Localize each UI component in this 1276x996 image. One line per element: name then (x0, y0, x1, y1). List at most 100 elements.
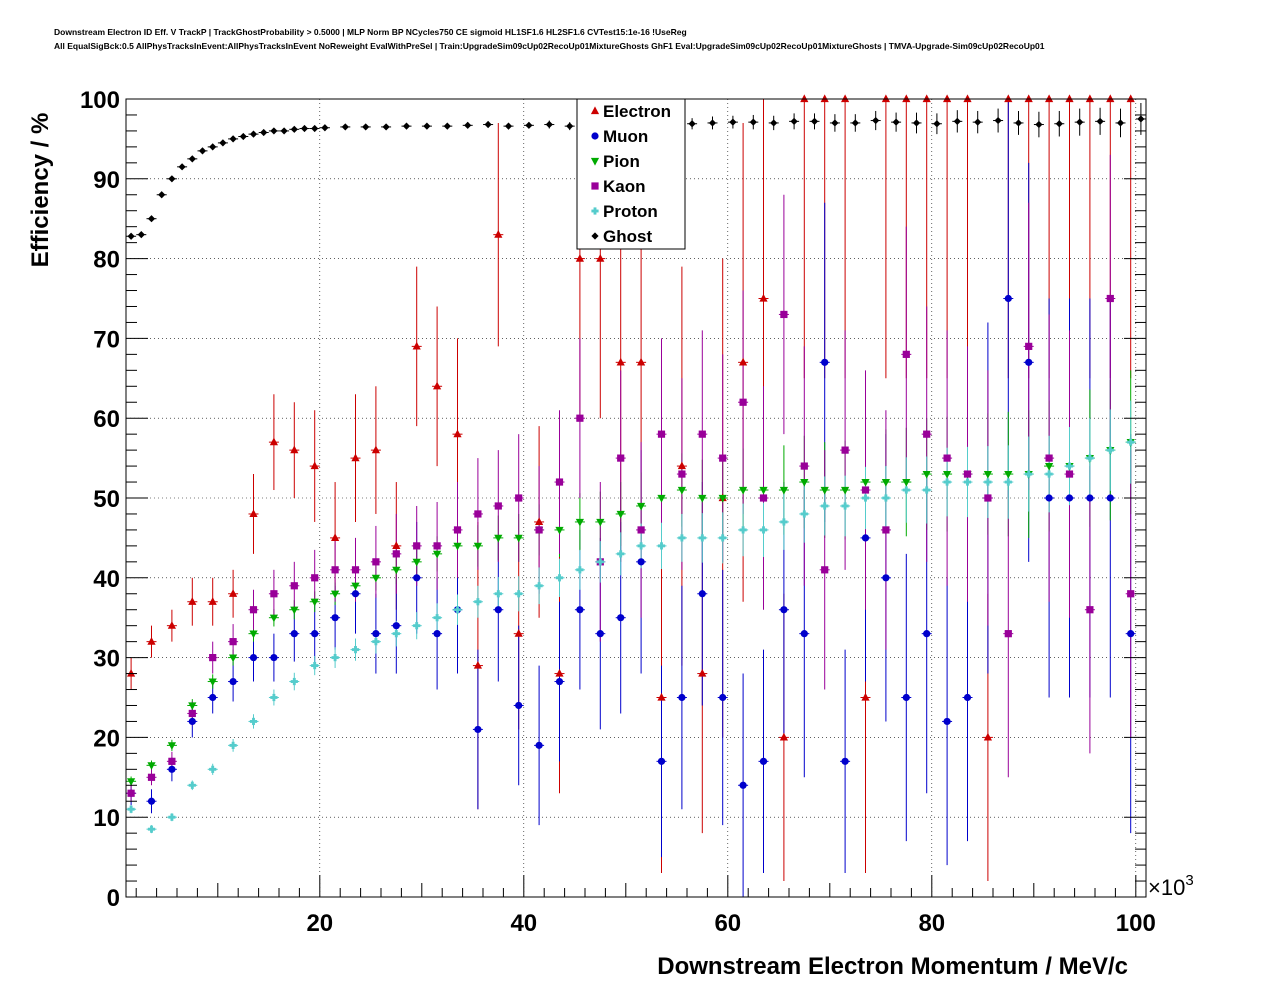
muon-point (1025, 358, 1033, 366)
pion-point (596, 518, 605, 527)
proton-point-v (374, 638, 378, 646)
legend-marker-proton-v (593, 207, 597, 215)
proton-point-v (966, 478, 969, 486)
pion-point (677, 486, 686, 495)
electron-point (127, 668, 136, 677)
pion-point (351, 582, 360, 591)
ghost-point (688, 120, 696, 128)
proton-point (698, 534, 706, 542)
muon-point (780, 606, 788, 614)
proton-point-v (945, 478, 949, 486)
ghost-point (280, 127, 288, 135)
proton-point-v (1108, 446, 1112, 454)
electron-point (841, 94, 850, 103)
proton-point-v (986, 478, 990, 486)
electron-point (392, 541, 401, 549)
proton-point (800, 510, 808, 518)
ghost-point (311, 124, 319, 133)
ghost-point (137, 231, 145, 239)
kaon-point (515, 494, 523, 502)
proton-point-v (884, 494, 888, 502)
kaon-point (555, 478, 564, 486)
proton-point-v (129, 805, 133, 813)
muon-point (392, 622, 400, 630)
proton-point (372, 638, 380, 646)
legend-label-proton: Proton (603, 202, 658, 221)
kaon-point (576, 414, 584, 422)
proton-point (1065, 462, 1074, 470)
muon-point (759, 757, 768, 765)
proton-point-v (211, 765, 215, 773)
kaon-point (1045, 454, 1053, 462)
proton-point-v (292, 677, 296, 686)
pion-point (555, 526, 564, 535)
electron-point (412, 341, 421, 350)
electron-point (1024, 94, 1033, 103)
pion-point (290, 606, 299, 615)
kaon-point (413, 542, 421, 550)
kaon-point (209, 654, 217, 662)
proton-point (1045, 470, 1053, 478)
legend-marker-muon (591, 132, 599, 140)
pion-point (514, 534, 523, 543)
ghost-point (810, 117, 819, 125)
proton-point (515, 590, 523, 598)
electron-point (229, 589, 238, 597)
ghost-point (158, 191, 166, 199)
ghost-point (831, 119, 839, 127)
muon-point (882, 574, 890, 582)
proton-point-v (782, 518, 786, 526)
muon-point (311, 630, 319, 638)
kaon-point (759, 494, 768, 502)
proton-point (1106, 446, 1114, 454)
electron-point (759, 293, 768, 302)
muon-point (494, 606, 502, 614)
ghost-point (198, 147, 207, 155)
ghost-point (1137, 115, 1145, 123)
ghost-point (321, 124, 329, 132)
y-tick-label: 70 (93, 326, 120, 353)
ghost-point (178, 163, 186, 171)
pion-point (331, 590, 340, 599)
pion-point (392, 566, 401, 575)
kaon-point (861, 486, 870, 494)
proton-point (596, 558, 604, 566)
electron-point (269, 437, 278, 446)
legend-marker-kaon (591, 182, 599, 190)
ghost-point (1116, 119, 1125, 127)
kaon-point (984, 494, 992, 502)
ghost-point (872, 116, 880, 125)
ghost-point (749, 118, 757, 126)
ghost-point (484, 120, 492, 129)
kaon-point (923, 430, 931, 438)
ghost-point (290, 125, 298, 133)
electron-point (922, 94, 931, 103)
kaon-point (841, 446, 849, 454)
pion-point (861, 478, 870, 487)
proton-point-v (394, 630, 398, 638)
proton-point-v (660, 542, 663, 550)
proton-point-v (150, 825, 153, 833)
ghost-point (464, 121, 472, 129)
y-tick-label: 40 (93, 566, 120, 593)
proton-point-v (1088, 454, 1092, 462)
proton-point-v (1027, 470, 1031, 478)
proton-point-v (231, 741, 235, 749)
pion-point (433, 550, 442, 559)
kaon-point (535, 526, 543, 534)
muon-point (168, 765, 176, 773)
legend: Electron Muon Pion Kaon Proton Ghost (576, 98, 686, 250)
chart-title-line-1: Downstream Electron ID Eff. V TrackP | T… (54, 27, 687, 37)
chart-title-line-2: All EqualSigBck:0.5 AllPhysTracksInEvent… (54, 41, 1045, 51)
electron-point (1106, 94, 1115, 103)
electron-point (1085, 94, 1094, 103)
proton-point (290, 677, 298, 686)
legend-label-muon: Muon (603, 127, 648, 146)
proton-point (535, 582, 543, 590)
proton-point (494, 590, 502, 598)
pion-point (698, 494, 707, 503)
electron-point (861, 692, 870, 701)
ghost-point (708, 119, 717, 127)
ghost-point (1014, 119, 1023, 127)
kaon-point (392, 550, 400, 558)
